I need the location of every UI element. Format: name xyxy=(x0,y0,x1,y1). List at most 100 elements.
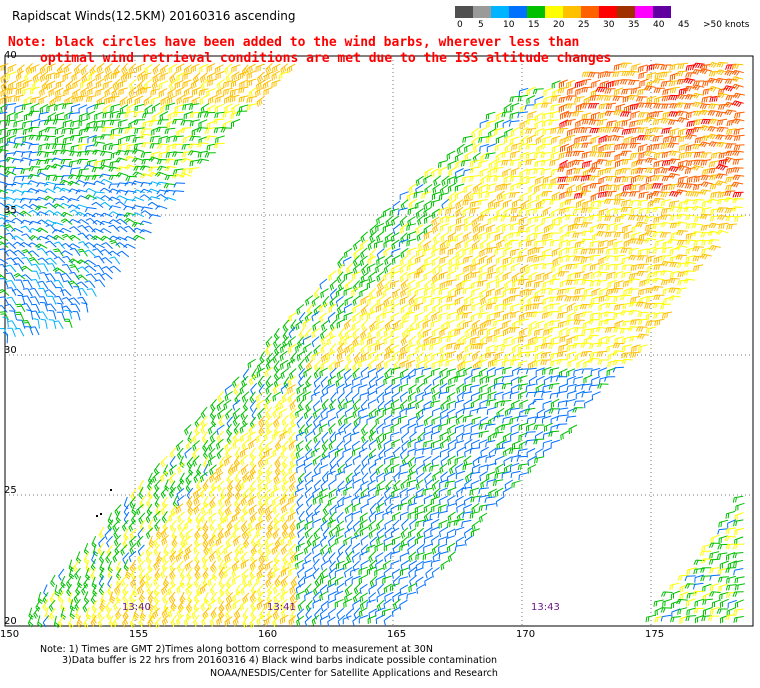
latitude-label: 20 xyxy=(4,616,17,627)
wind-barb xyxy=(194,576,202,588)
wind-barb xyxy=(296,567,305,579)
wind-barb xyxy=(106,535,113,548)
wind-barb xyxy=(558,96,569,104)
wind-barb xyxy=(27,242,40,248)
wind-barb xyxy=(669,72,680,81)
wind-barb xyxy=(183,86,193,97)
wind-barb xyxy=(61,127,72,135)
wind-barb xyxy=(97,543,104,556)
wind-barb xyxy=(96,96,106,107)
wind-barb xyxy=(391,376,401,385)
wind-barb xyxy=(424,167,434,178)
wind-barb xyxy=(56,302,64,313)
wind-barb xyxy=(709,174,721,181)
wind-barb xyxy=(123,217,136,224)
wind-barb xyxy=(652,78,665,84)
wind-barb xyxy=(471,374,481,383)
wind-barb xyxy=(273,376,282,388)
wind-barb xyxy=(177,462,185,474)
wind-barb xyxy=(337,496,345,507)
wind-barb xyxy=(121,519,129,532)
wind-barb xyxy=(234,470,241,483)
wind-barb xyxy=(709,591,721,597)
wind-barb xyxy=(560,232,569,242)
wind-barb xyxy=(200,599,209,612)
wind-barb xyxy=(438,487,448,497)
wind-barb xyxy=(479,335,488,346)
wind-barb xyxy=(15,70,24,82)
wind-barb xyxy=(217,504,225,517)
wind-barb xyxy=(652,247,664,255)
wind-barb xyxy=(256,599,265,611)
wind-barb xyxy=(175,63,185,74)
wind-barb xyxy=(485,302,497,310)
wind-barb xyxy=(231,511,240,523)
wind-barb xyxy=(708,167,720,174)
wind-barb xyxy=(486,143,496,153)
wind-barb xyxy=(55,94,66,103)
wind-barb xyxy=(599,262,609,271)
wind-barb xyxy=(447,391,456,402)
wind-barb xyxy=(231,118,241,128)
wind-barb xyxy=(375,575,385,585)
wind-barb xyxy=(329,319,337,331)
wind-barb xyxy=(296,494,304,507)
wind-barb xyxy=(508,447,520,455)
wind-barb xyxy=(423,174,432,185)
wind-barb xyxy=(344,527,353,538)
wind-barb xyxy=(232,527,240,539)
wind-barb xyxy=(667,142,680,149)
wind-barb xyxy=(153,574,161,587)
wind-barb xyxy=(46,280,57,289)
wind-barb xyxy=(345,390,353,403)
wind-barb xyxy=(493,334,504,343)
wind-barb xyxy=(684,167,696,175)
wind-barb xyxy=(496,407,505,419)
wind-barb xyxy=(509,248,520,257)
wind-barb xyxy=(525,350,537,358)
wind-barb xyxy=(240,584,249,596)
wind-barb xyxy=(264,535,272,548)
wind-barb xyxy=(280,368,289,379)
wind-barb xyxy=(503,336,513,345)
wind-barb xyxy=(399,271,408,283)
wind-barb xyxy=(693,568,705,575)
wind-barb xyxy=(392,519,400,531)
wind-barb xyxy=(182,151,193,158)
wind-barb xyxy=(715,180,728,187)
wind-barb xyxy=(104,86,113,98)
wind-barb xyxy=(525,383,536,392)
wind-barb xyxy=(556,390,568,398)
wind-barb xyxy=(557,176,569,183)
wind-barb xyxy=(110,71,121,80)
wind-barb xyxy=(336,582,345,594)
wind-barb xyxy=(352,454,361,466)
wind-barb xyxy=(590,192,600,202)
wind-barb xyxy=(414,511,425,520)
wind-barb xyxy=(83,616,90,629)
wind-barb xyxy=(61,305,73,314)
wind-barb xyxy=(115,157,128,163)
wind-barb xyxy=(667,119,680,126)
wind-barb xyxy=(328,327,336,339)
wind-barb xyxy=(422,392,432,401)
wind-barb xyxy=(203,447,209,460)
wind-barb xyxy=(148,214,161,219)
wind-barb xyxy=(67,204,81,210)
wind-barb xyxy=(486,231,497,240)
wind-barb xyxy=(573,126,585,134)
wind-barb xyxy=(256,367,266,378)
wind-barb xyxy=(517,360,528,368)
wind-barb xyxy=(501,471,512,479)
wind-barb xyxy=(224,495,233,507)
wind-barb xyxy=(238,71,248,80)
wind-barb xyxy=(189,159,200,167)
wind-barb xyxy=(152,607,160,620)
wind-barb xyxy=(407,438,417,449)
wind-barb xyxy=(319,302,328,313)
wind-barb xyxy=(375,312,385,323)
wind-barb xyxy=(319,367,328,378)
wind-barb xyxy=(590,224,600,233)
wind-barb xyxy=(61,142,72,150)
wind-barb xyxy=(519,264,529,274)
